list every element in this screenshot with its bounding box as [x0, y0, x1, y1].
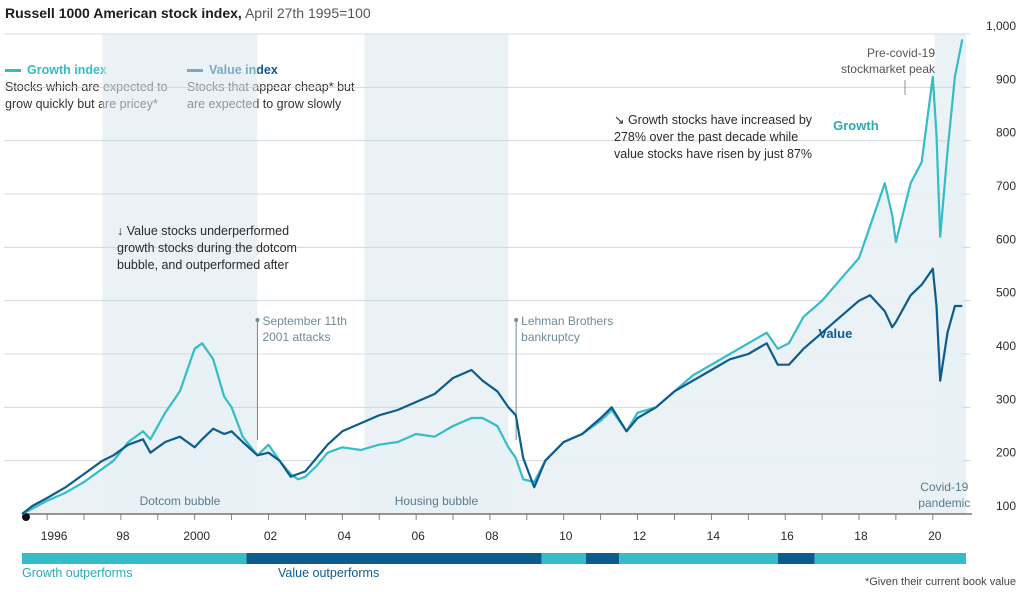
- y-tick-label: 400: [996, 339, 1016, 353]
- legend-growth-name-row: Growth index: [5, 62, 168, 79]
- y-tick-label: 500: [996, 286, 1016, 300]
- x-tick-label: 02: [264, 529, 278, 543]
- x-tick-label: 08: [485, 529, 499, 543]
- annotation-growth-note-line2: 278% over the past decade while: [614, 130, 798, 144]
- x-tick-label: 04: [338, 529, 352, 543]
- period-label-2-line2: pandemic: [918, 496, 970, 510]
- performance-band-segment-1: [246, 553, 542, 564]
- footnote: *Given their current book value: [864, 576, 1016, 588]
- performance-band-segment-4: [619, 553, 778, 564]
- performance-band-segment-6: [814, 553, 966, 564]
- chart-title: Russell 1000 American stock index, April…: [5, 5, 371, 21]
- x-tick-label: 18: [854, 529, 868, 543]
- x-tick-label: 1996: [41, 529, 68, 543]
- annotation-growth-note-line3: value stocks have risen by just 87%: [614, 147, 812, 161]
- period-label-1: Housing bubble: [395, 494, 479, 508]
- x-tick-label: 98: [116, 529, 130, 543]
- x-tick-label: 20: [928, 529, 942, 543]
- performance-band-segment-5: [777, 553, 815, 564]
- y-tick-label: 800: [996, 126, 1016, 140]
- annotation-value-note-line2: growth stocks during the dotcom: [117, 241, 297, 255]
- series-line-value: [21, 267, 963, 515]
- period-label-2-line1: Covid-19: [920, 480, 968, 494]
- legend-growth-swatch: [5, 69, 21, 72]
- performance-band-segment-0: [22, 553, 247, 564]
- event-label-0-line2: 2001 attacks: [262, 330, 330, 344]
- chart-title-main: Russell 1000 American stock index,: [5, 5, 242, 21]
- event-label-1-line1: Lehman Brothers: [521, 314, 613, 328]
- chart-title-sub: April 27th 1995=100: [244, 5, 371, 21]
- x-tick-label: 10: [559, 529, 573, 543]
- annotation-value-note-line1: ↓ Value stocks underperformed: [117, 224, 289, 238]
- y-tick-label: 1,000: [986, 19, 1016, 33]
- y-tick-label: 700: [996, 179, 1016, 193]
- y-tick-label: 600: [996, 232, 1016, 246]
- performance-band-segment-2: [541, 553, 586, 564]
- event-label-1-line2: bankruptcy: [521, 330, 580, 344]
- value-outperforms-label: Value outperforms: [278, 566, 380, 580]
- x-tick-label: 06: [411, 529, 425, 543]
- performance-band-segment-3: [585, 553, 620, 564]
- y-tick-label: 900: [996, 72, 1016, 86]
- y-tick-label: 300: [996, 392, 1016, 406]
- x-tick-label: 14: [707, 529, 721, 543]
- y-tick-label: 100: [996, 499, 1016, 513]
- growth-area-fill: [22, 39, 963, 515]
- series-label-growth: Growth: [833, 118, 879, 133]
- period-label-0: Dotcom bubble: [140, 494, 221, 508]
- annotation-value-note-line3: bubble, and outperformed after: [117, 258, 289, 272]
- legend-growth-name: Growth index: [27, 63, 107, 77]
- x-tick-label: 2000: [183, 529, 210, 543]
- annotation-peak-line1: Pre-covid-19: [867, 46, 935, 60]
- series-label-value: Value: [818, 326, 852, 341]
- origin-dot: [22, 513, 30, 521]
- x-tick-label: 16: [780, 529, 794, 543]
- annotation-peak-line2: stockmarket peak: [841, 62, 936, 76]
- growth-outperforms-label: Growth outperforms: [22, 566, 133, 580]
- series-line-growth: [21, 39, 964, 515]
- x-tick-label: 12: [633, 529, 647, 543]
- y-tick-label: 200: [996, 446, 1016, 460]
- event-label-0-line1: September 11th: [262, 314, 347, 328]
- event-dot-1: [514, 318, 519, 322]
- annotation-growth-note-line1: ↘ Growth stocks have increased by: [614, 113, 813, 127]
- event-dot-0: [255, 318, 260, 322]
